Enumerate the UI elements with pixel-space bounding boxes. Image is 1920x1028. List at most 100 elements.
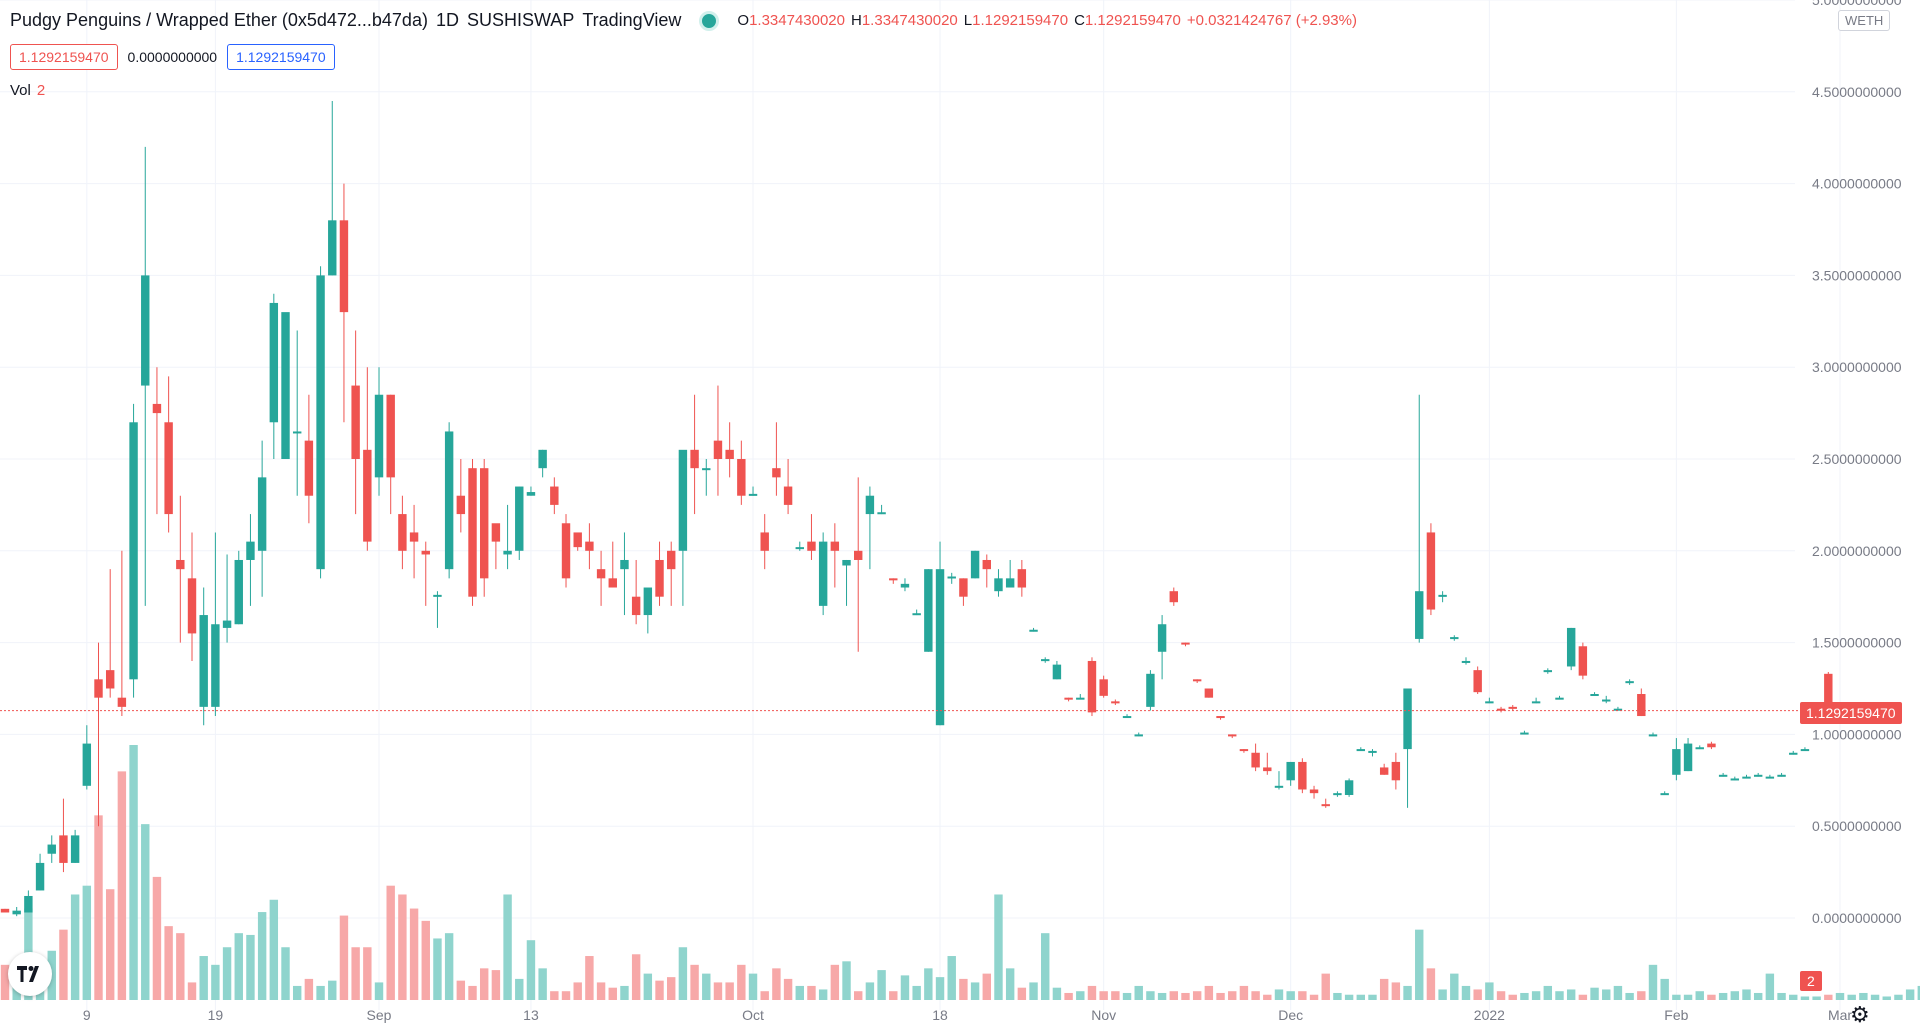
- volume-bar: [1520, 992, 1529, 1000]
- volume-legend[interactable]: Vol 2: [10, 82, 45, 99]
- candle-body: [1333, 793, 1342, 796]
- volume-bars: [0, 745, 1920, 1000]
- change-value: +0.0321424767 (+2.93%): [1186, 12, 1357, 29]
- candle-body: [1263, 767, 1272, 772]
- candle-body: [667, 550, 676, 570]
- candle-body: [468, 468, 477, 597]
- volume-bar: [1800, 996, 1810, 1000]
- candle-body: [1718, 774, 1728, 777]
- y-tick-label: 3.0000000000: [1812, 359, 1902, 375]
- candle-body: [1368, 750, 1377, 753]
- volume-bar: [1566, 989, 1576, 1000]
- candle-body: [1543, 670, 1553, 673]
- candle-body: [1683, 743, 1693, 772]
- volume-bar: [631, 954, 641, 1000]
- volume-bar: [877, 970, 886, 1000]
- candle-body: [1578, 646, 1588, 676]
- volume-bar: [409, 908, 419, 1000]
- candle-body: [164, 422, 173, 515]
- candle-body: [1052, 664, 1062, 680]
- volume-bar: [1192, 991, 1202, 1000]
- volume-bar: [1859, 992, 1868, 1000]
- settings-gear-icon[interactable]: ⚙: [1850, 1002, 1870, 1027]
- candle-body: [1309, 789, 1319, 794]
- volume-bar: [725, 982, 734, 1000]
- candle-body: [1520, 732, 1529, 735]
- candle-body: [1707, 743, 1716, 748]
- candle-body: [1286, 761, 1295, 781]
- price-value-box: 1.1292159470: [10, 44, 118, 70]
- volume-bar: [1905, 989, 1915, 1000]
- candle-body: [374, 394, 384, 478]
- candle-body: [1403, 688, 1412, 750]
- volume-bar: [573, 982, 582, 1000]
- candle-body: [1087, 660, 1097, 713]
- volume-bar: [1707, 994, 1716, 1000]
- volume-bar: [444, 933, 454, 1000]
- candle-body: [363, 449, 372, 542]
- volume-bar: [643, 973, 653, 1000]
- candle-body: [877, 512, 886, 515]
- volume-bar: [947, 956, 956, 1000]
- volume-bar: [585, 956, 594, 1000]
- candle-body: [924, 569, 933, 652]
- y-tick-label: 2.0000000000: [1812, 543, 1902, 559]
- candle-body: [1730, 778, 1740, 781]
- candle-body: [47, 844, 56, 854]
- volume-bar: [222, 947, 232, 1000]
- volume-bar: [1496, 991, 1506, 1000]
- candle-body: [1438, 594, 1447, 597]
- volume-bar: [1029, 982, 1038, 1000]
- candle-body: [643, 587, 653, 616]
- volume-bar: [1461, 985, 1471, 1000]
- candle-body: [444, 431, 454, 570]
- volume-bar: [772, 968, 781, 1000]
- candle-body: [1064, 697, 1073, 700]
- candle-body: [994, 578, 1003, 592]
- volume-bar: [1450, 973, 1459, 1000]
- candle-body: [94, 679, 103, 698]
- volume-bar: [1847, 994, 1856, 1000]
- volume-bar: [1625, 992, 1634, 1000]
- ohlc-values: O1.3347430020 H1.3347430020 L1.129215947…: [737, 12, 1357, 29]
- volume-bar: [526, 940, 536, 1000]
- candle-body: [760, 532, 769, 551]
- candle-body: [1800, 749, 1810, 752]
- candle-body: [1566, 627, 1576, 667]
- candle-body: [1660, 793, 1669, 796]
- volume-bar: [503, 894, 512, 1000]
- candle-body: [1637, 694, 1646, 717]
- candle-body: [316, 275, 325, 570]
- candle-body: [1602, 699, 1611, 702]
- volume-bar: [1835, 992, 1845, 1000]
- volume-label: Vol: [10, 82, 31, 99]
- volume-bar: [982, 973, 991, 1000]
- volume-bar: [1169, 991, 1178, 1000]
- volume-bar: [1531, 991, 1541, 1000]
- volume-bar: [1824, 994, 1833, 1000]
- interval-label[interactable]: 1D: [435, 10, 459, 30]
- volume-bar: [433, 938, 442, 1000]
- tradingview-logo-icon[interactable]: [8, 952, 52, 996]
- volume-bar: [1122, 992, 1132, 1000]
- volume-bar: [1695, 991, 1704, 1000]
- candle-body: [865, 495, 875, 515]
- candle-body: [889, 578, 898, 581]
- volume-bar: [1157, 992, 1167, 1000]
- volume-bar: [211, 964, 220, 1000]
- symbol-legend[interactable]: Pudgy Penguins / Wrapped Ether (0x5d472.…: [10, 10, 1357, 31]
- candle-body: [947, 576, 956, 579]
- candle-body: [1555, 697, 1564, 700]
- volume-bar: [456, 980, 466, 1000]
- volume-bar: [655, 980, 664, 1000]
- currency-badge[interactable]: WETH: [1838, 10, 1891, 31]
- volume-bar: [795, 985, 804, 1000]
- volume-bar: [737, 964, 746, 1000]
- candle-body: [421, 550, 430, 555]
- volume-bar: [1660, 978, 1669, 1000]
- y-tick-label: 1.5000000000: [1812, 635, 1902, 651]
- candle-body: [1695, 747, 1704, 750]
- volume-bar: [246, 934, 255, 1000]
- y-tick-label: 5.0000000000: [1812, 0, 1902, 8]
